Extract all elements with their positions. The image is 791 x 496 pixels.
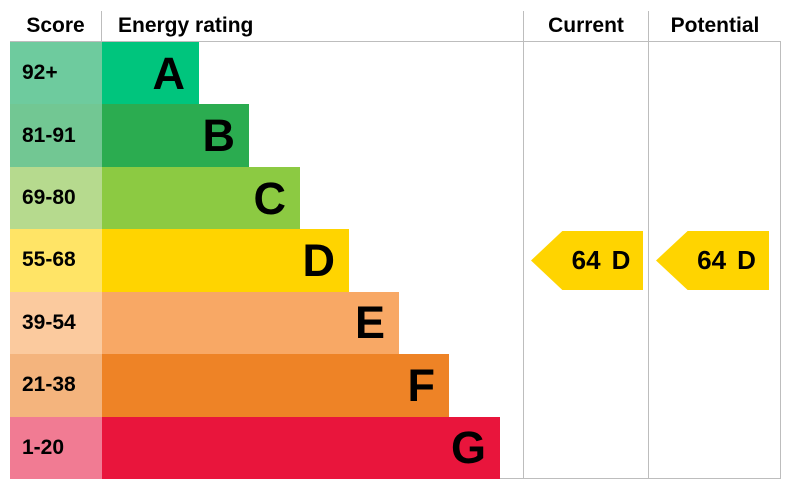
band-letter: B [202,110,236,162]
band-bar: A [102,42,199,105]
band-score-label: 1-20 [10,416,102,479]
band-letter: G [450,422,486,474]
current-column-divider [523,42,524,479]
band-row: 81-91 B [10,104,780,167]
band-bar: F [102,354,449,417]
band-letter: E [354,297,385,349]
band-row: 92+ A [10,42,780,105]
band-bar: E [102,291,399,355]
band-letter: D [302,234,336,286]
potential-band-letter: D [737,245,756,275]
band-row: 55-68 D [10,229,780,292]
band-bar: B [102,104,249,167]
band-score-label: 92+ [10,42,102,105]
band-letter: F [407,359,436,411]
band-letter: C [253,172,287,224]
potential-column-divider [648,42,649,479]
band-row: 1-20 G [10,416,780,479]
band-bar: D [102,229,349,292]
band-row: 39-54 E [10,291,780,355]
header-potential: Potential [648,11,781,41]
header-current: Current [523,11,648,41]
header-row: Score Energy rating Current Potential [10,11,781,42]
band-bar: C [102,166,300,230]
band-row: 69-80 C [10,166,780,230]
header-energy-rating: Energy rating [118,14,254,37]
band-score-label: 81-91 [10,104,102,167]
header-score: Score [10,11,102,41]
band-score-label: 55-68 [10,229,102,292]
current-score-value: 64 [571,245,601,275]
band-bar: G [102,416,500,479]
band-letter: A [152,47,186,99]
current-band-letter: D [611,245,631,275]
band-row: 21-38 F [10,354,780,417]
potential-score-value: 64 [697,245,727,275]
band-score-label: 39-54 [10,291,102,355]
band-score-label: 69-80 [10,166,102,230]
band-score-label: 21-38 [10,354,102,417]
bands: 92+ A 81-91 B 69-80 C 55-68 D 39-54 [10,42,780,479]
